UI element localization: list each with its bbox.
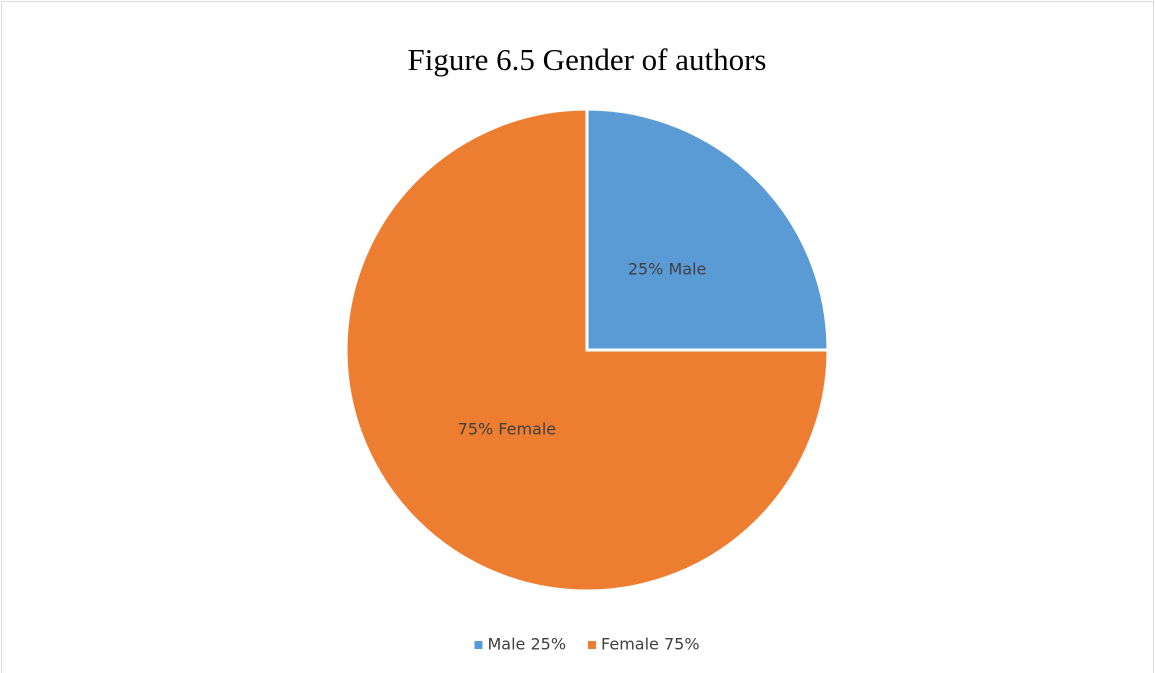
data-label: 75% Female xyxy=(458,420,557,439)
legend-label: Female 75% xyxy=(601,635,700,654)
data-label: 25% Male xyxy=(628,259,707,278)
legend-label: Male 25% xyxy=(487,635,566,654)
legend-swatch xyxy=(588,641,597,649)
chart-title: Figure 6.5 Gender of authors xyxy=(408,42,767,77)
legend-swatch xyxy=(474,641,483,649)
pie-slice xyxy=(585,107,830,352)
pie-slice xyxy=(344,107,830,593)
